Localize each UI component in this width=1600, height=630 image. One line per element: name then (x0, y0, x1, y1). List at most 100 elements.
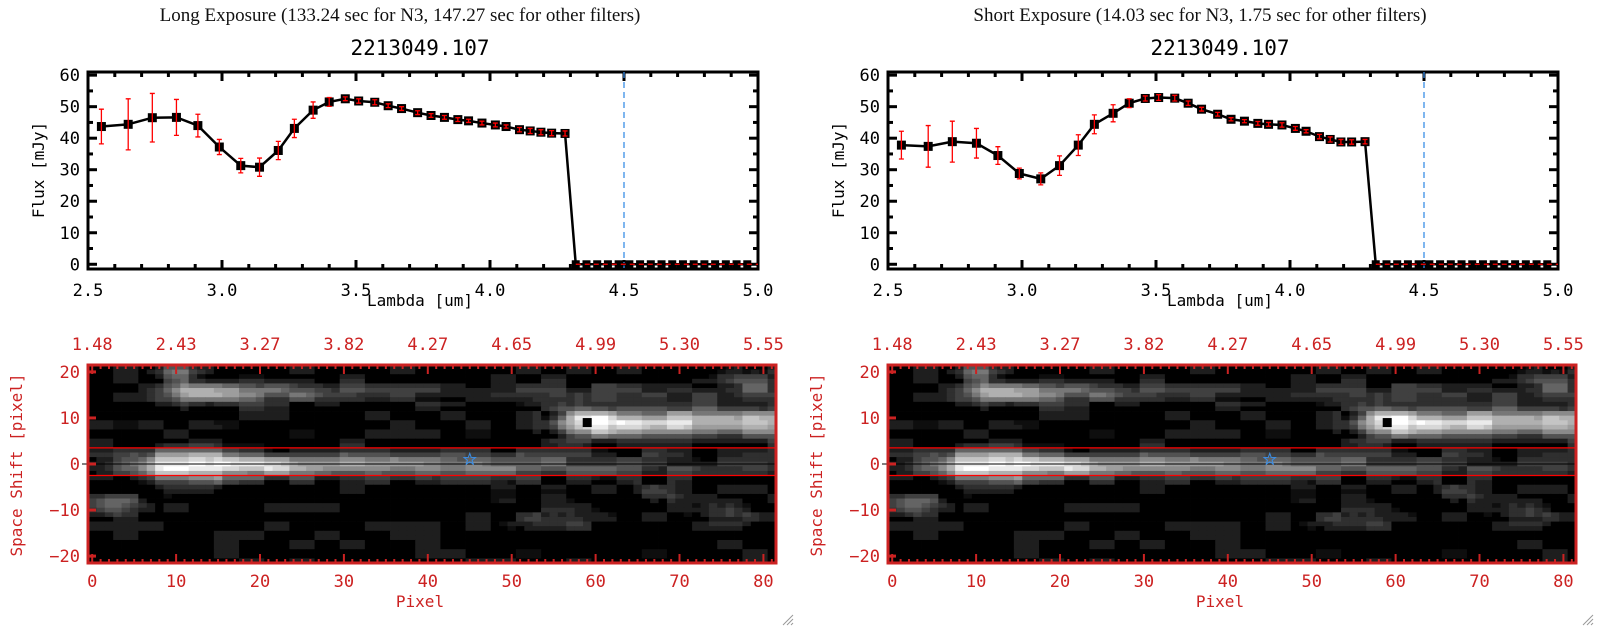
image-pixel (1173, 378, 1183, 384)
image-pixel (666, 392, 676, 398)
image-pixel (963, 411, 973, 417)
image-pixel (138, 392, 148, 398)
image-pixel (415, 420, 425, 426)
image-pixel (532, 434, 542, 440)
image-pixel (280, 493, 290, 499)
image-pixel (121, 383, 131, 389)
image-pixel (692, 516, 701, 522)
image-pixel (1265, 397, 1275, 403)
image-pixel (171, 489, 181, 495)
image-pixel (1416, 406, 1426, 412)
image-pixel (423, 429, 433, 435)
image-pixel (255, 484, 265, 490)
image-pixel (683, 392, 693, 398)
image-pixel (482, 438, 492, 444)
image-pixel (725, 452, 735, 458)
image-pixel (1273, 374, 1283, 380)
image-pixel (767, 516, 777, 522)
image-pixel (1273, 411, 1283, 417)
image-pixel (314, 466, 324, 472)
image-pixel (734, 498, 743, 504)
image-pixel (432, 378, 441, 384)
image-pixel (725, 539, 735, 545)
image-pixel (708, 438, 718, 444)
image-pixel (356, 411, 366, 417)
image-pixel (1567, 378, 1577, 384)
image-pixel (929, 392, 939, 398)
image-pixel (322, 424, 332, 430)
image-pixel (532, 466, 542, 472)
image-pixel (264, 374, 273, 380)
image-pixel (272, 535, 282, 541)
image-pixel (146, 526, 156, 532)
image-pixel (213, 383, 223, 389)
image-pixel (1559, 406, 1569, 412)
image-pixel (608, 401, 617, 407)
image-pixel (398, 401, 408, 407)
image-pixel (289, 447, 299, 453)
image-pixel (658, 498, 668, 504)
image-pixel (708, 507, 718, 513)
image-pixel (1055, 401, 1065, 407)
image-pixel (423, 392, 433, 398)
image-pixel (113, 434, 122, 440)
image-pixel (406, 406, 416, 412)
image-pixel (356, 452, 366, 458)
image-pixel (314, 392, 324, 398)
image-pixel (591, 424, 601, 430)
image-pixel (650, 447, 659, 453)
image-pixel (314, 553, 324, 559)
resize-grip-icon[interactable] (1582, 614, 1594, 626)
image-pixel (96, 466, 106, 472)
image-pixel (1534, 392, 1543, 398)
image-pixel (1508, 401, 1518, 407)
image-pixel (289, 388, 299, 394)
image-pixel (255, 521, 265, 527)
image-pixel (314, 507, 324, 513)
image-pixel (146, 516, 156, 522)
image-pixel (381, 493, 391, 499)
image-pixel (180, 378, 190, 384)
image-pixel (725, 411, 735, 417)
image-pixel (499, 429, 508, 435)
image-pixel (1315, 369, 1325, 375)
image-pixel (255, 493, 265, 499)
image-pixel (541, 470, 550, 476)
image-pixel (415, 553, 425, 559)
image-pixel (1064, 388, 1073, 394)
image-pixel (742, 369, 752, 375)
image-pixel (356, 443, 366, 449)
image-pixel (515, 438, 525, 444)
image-pixel (222, 521, 232, 527)
image-pixel (583, 457, 592, 463)
image-pixel (913, 383, 922, 389)
image-pixel (457, 526, 466, 532)
image-pixel (574, 415, 584, 421)
image-pixel (465, 438, 475, 444)
image-pixel (264, 521, 273, 527)
image-pixel (272, 539, 282, 545)
image-pixel (373, 434, 383, 440)
image-pixel (364, 544, 374, 550)
image-pixel (1550, 388, 1560, 394)
image-pixel (1567, 383, 1577, 389)
image-pixel (759, 544, 769, 550)
image-pixel (448, 420, 458, 426)
resize-grip-icon[interactable] (782, 614, 794, 626)
image-pixel (524, 489, 534, 495)
error-bar (1172, 94, 1178, 102)
image-pixel (557, 388, 567, 394)
image-pixel (566, 470, 576, 476)
image-pixel (129, 493, 139, 499)
image-pixel (448, 493, 458, 499)
image-pixel (1089, 383, 1099, 389)
image-pixel (532, 378, 542, 384)
image-pixel (1114, 392, 1124, 398)
image-pixel (980, 374, 990, 380)
image-pixel (734, 553, 743, 559)
image-pixel (742, 374, 752, 380)
image-pixel (574, 369, 584, 375)
image-pixel (675, 466, 685, 472)
image-pixel (938, 406, 948, 412)
image-pixel (373, 466, 383, 472)
